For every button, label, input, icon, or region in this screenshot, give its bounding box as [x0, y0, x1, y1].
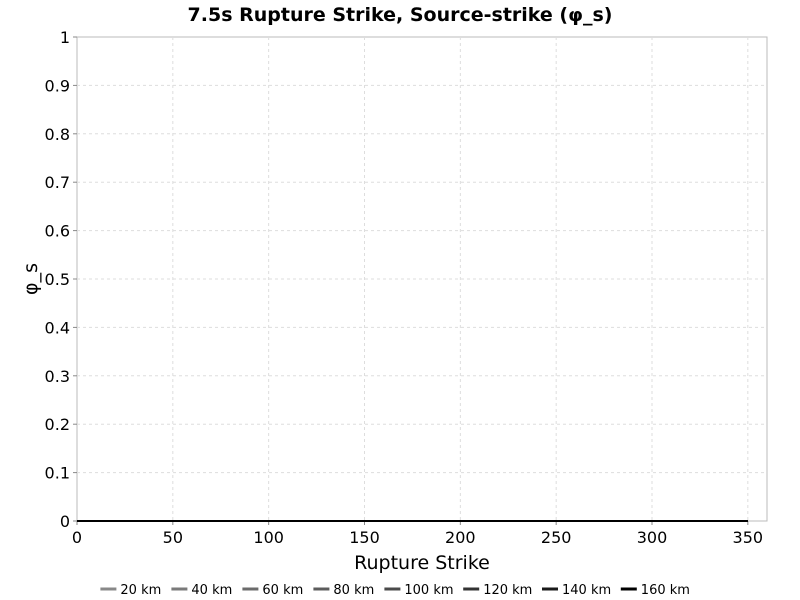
legend-label: 120 km — [483, 583, 532, 598]
y-tick-label: 0.2 — [45, 415, 70, 434]
x-axis-ticks: 0 50 100 150 200 250 300 350 — [72, 521, 763, 547]
y-tick-label: 0 — [60, 512, 70, 531]
y-tick-label: 0.7 — [45, 173, 70, 192]
y-axis-ticks: 0 0.1 0.2 0.3 0.4 0.5 0.6 0.7 0.8 0.9 1 — [45, 28, 77, 531]
legend: 20 km 40 km 60 km 80 km 100 km 120 km 140 km 16… — [100, 583, 690, 598]
chart-title: 7.5s Rupture Strike, Source-strike (φ_s) — [188, 4, 613, 26]
x-tick-label: 0 — [72, 528, 82, 547]
y-axis-title: φ_s — [20, 263, 42, 295]
legend-label: 160 km — [641, 583, 690, 598]
grid — [77, 37, 767, 521]
x-axis-title: Rupture Strike — [354, 552, 490, 574]
y-tick-label: 0.9 — [45, 76, 70, 95]
y-tick-label: 1 — [60, 28, 70, 47]
legend-label: 60 km — [262, 583, 303, 598]
x-tick-label: 350 — [733, 528, 764, 547]
legend-label: 20 km — [120, 583, 161, 598]
legend-label: 140 km — [562, 583, 611, 598]
legend-label: 100 km — [404, 583, 453, 598]
y-tick-label: 0.3 — [45, 367, 70, 386]
y-tick-label: 0.5 — [45, 270, 70, 289]
x-tick-label: 300 — [637, 528, 668, 547]
y-tick-label: 0.1 — [45, 464, 70, 483]
x-tick-label: 50 — [163, 528, 183, 547]
x-tick-label: 150 — [349, 528, 380, 547]
y-tick-label: 0.4 — [45, 318, 70, 337]
y-tick-label: 0.8 — [45, 125, 70, 144]
legend-label: 80 km — [333, 583, 374, 598]
legend-label: 40 km — [191, 583, 232, 598]
x-tick-label: 100 — [253, 528, 284, 547]
x-tick-label: 250 — [541, 528, 572, 547]
x-tick-label: 200 — [445, 528, 476, 547]
y-tick-label: 0.6 — [45, 222, 70, 241]
